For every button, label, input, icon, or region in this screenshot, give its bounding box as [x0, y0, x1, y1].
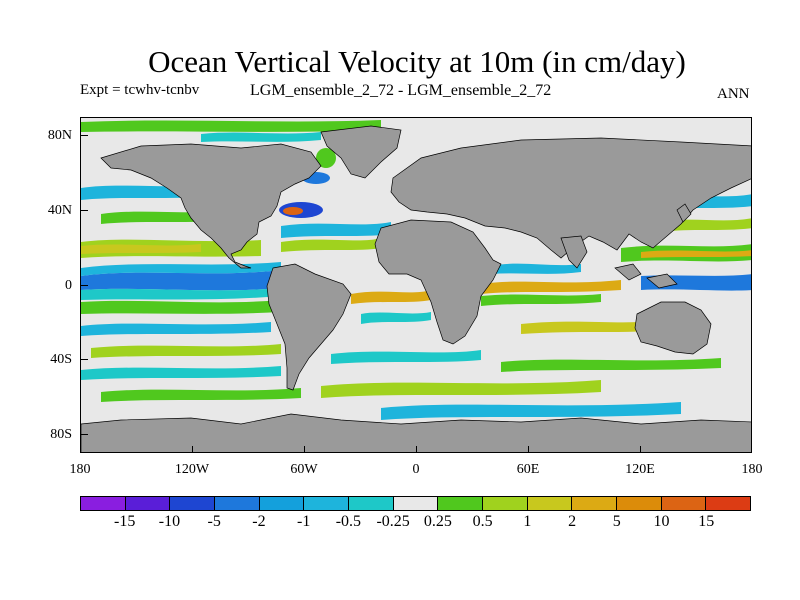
- lat-tick: [80, 359, 88, 360]
- land-antarctica: [81, 413, 751, 452]
- colorbar-label: -10: [158, 513, 181, 530]
- velocity-band: [351, 290, 431, 304]
- land-masses: [81, 125, 751, 452]
- colorbar-swatch: [706, 497, 751, 510]
- velocity-band: [521, 320, 661, 334]
- land-australia: [634, 301, 712, 355]
- velocity-band: [81, 288, 281, 300]
- velocity-band: [81, 120, 381, 132]
- colorbar-swatch: [215, 497, 260, 510]
- lat-label: 80S: [50, 427, 72, 442]
- velocity-band: [361, 312, 431, 324]
- lon-label: 60W: [290, 462, 318, 477]
- velocity-band: [281, 238, 381, 252]
- velocity-band: [491, 263, 581, 274]
- velocity-band: [281, 222, 391, 238]
- lat-tick: [80, 434, 88, 435]
- lat-label: 40S: [50, 352, 72, 367]
- velocity-band: [81, 270, 281, 291]
- velocity-band: [81, 262, 281, 276]
- colorbar-label: 1: [523, 513, 532, 530]
- lon-label: 0: [412, 462, 420, 477]
- velocity-band: [81, 366, 281, 380]
- land-japan: [676, 203, 692, 223]
- land-africa: [374, 219, 502, 345]
- velocity-band: [481, 294, 601, 306]
- lat-tick: [80, 285, 88, 286]
- lon-tick: [192, 446, 193, 453]
- experiment-label: Expt = tcwhv-tcnbv: [80, 82, 200, 98]
- map-title: Ocean Vertical Velocity at 10m (in cm/da…: [148, 44, 686, 79]
- case-label: LGM_ensemble_2_72 - LGM_ensemble_2_72: [250, 82, 552, 99]
- colorbar-swatch: [259, 497, 305, 510]
- lon-label: 180: [69, 462, 91, 477]
- map-svg: [81, 120, 751, 452]
- lon-label: 120W: [174, 462, 210, 477]
- velocity-field: [81, 120, 751, 420]
- land-india: [560, 235, 588, 269]
- land-islands: [614, 263, 642, 281]
- land-greenland: [320, 125, 402, 179]
- velocity-band: [331, 350, 481, 364]
- velocity-patch: [316, 148, 336, 168]
- land-islands: [646, 273, 678, 289]
- colorbar-swatch: [393, 497, 439, 510]
- velocity-band: [201, 132, 321, 142]
- colorbar-swatch: [527, 497, 573, 510]
- colorbar-swatch: [125, 497, 171, 510]
- lon-label: 120E: [625, 462, 655, 477]
- colorbar-swatch: [438, 497, 484, 510]
- colorbar-swatch: [572, 497, 618, 510]
- lon-tick: [304, 446, 305, 453]
- colorbar-label: -5: [207, 513, 221, 530]
- velocity-band: [101, 388, 301, 402]
- colorbar-swatch: [349, 497, 394, 510]
- colorbar-swatch: [483, 497, 528, 510]
- land-south-america: [266, 263, 352, 391]
- velocity-band: [321, 380, 601, 398]
- colorbar-label: 2: [568, 513, 577, 530]
- colorbar: [80, 496, 751, 511]
- lat-tick: [80, 135, 88, 136]
- colorbar-label: 5: [612, 513, 621, 530]
- map-panel: [80, 117, 752, 453]
- lat-label: 40N: [47, 203, 72, 218]
- colorbar-label: -2: [252, 513, 266, 530]
- lon-label: 180: [741, 462, 763, 477]
- colorbar-label: -0.5: [335, 513, 362, 530]
- velocity-band: [641, 250, 751, 258]
- velocity-band: [381, 402, 681, 420]
- land-eurasia: [390, 137, 751, 259]
- lat-tick: [80, 210, 88, 211]
- colorbar-label: 10: [653, 513, 670, 530]
- lon-tick: [528, 446, 529, 453]
- velocity-band: [81, 322, 271, 336]
- velocity-band: [81, 244, 201, 254]
- lat-label: 80N: [47, 128, 72, 143]
- colorbar-swatch: [661, 497, 707, 510]
- colorbar-label: -15: [114, 513, 136, 530]
- colorbar-label: 0.5: [472, 513, 493, 530]
- lon-tick: [416, 446, 417, 453]
- colorbar-label: 0.25: [423, 513, 452, 530]
- colorbar-label: -1: [296, 513, 311, 530]
- lon-tick: [640, 446, 641, 453]
- colorbar-swatch: [81, 497, 126, 510]
- velocity-band: [481, 280, 621, 294]
- velocity-patch: [283, 207, 303, 215]
- colorbar-swatch: [170, 497, 216, 510]
- colorbar-swatch: [304, 497, 350, 510]
- velocity-band: [91, 344, 281, 358]
- season-label: ANN: [717, 86, 750, 102]
- colorbar-label: -0.25: [376, 513, 410, 530]
- velocity-band: [501, 358, 721, 372]
- colorbar-label: 15: [698, 513, 715, 530]
- land-north-america: [100, 143, 322, 269]
- lon-label: 60E: [516, 462, 540, 477]
- velocity-band: [81, 300, 281, 314]
- colorbar-swatch: [617, 497, 662, 510]
- lat-label: 0: [65, 278, 72, 293]
